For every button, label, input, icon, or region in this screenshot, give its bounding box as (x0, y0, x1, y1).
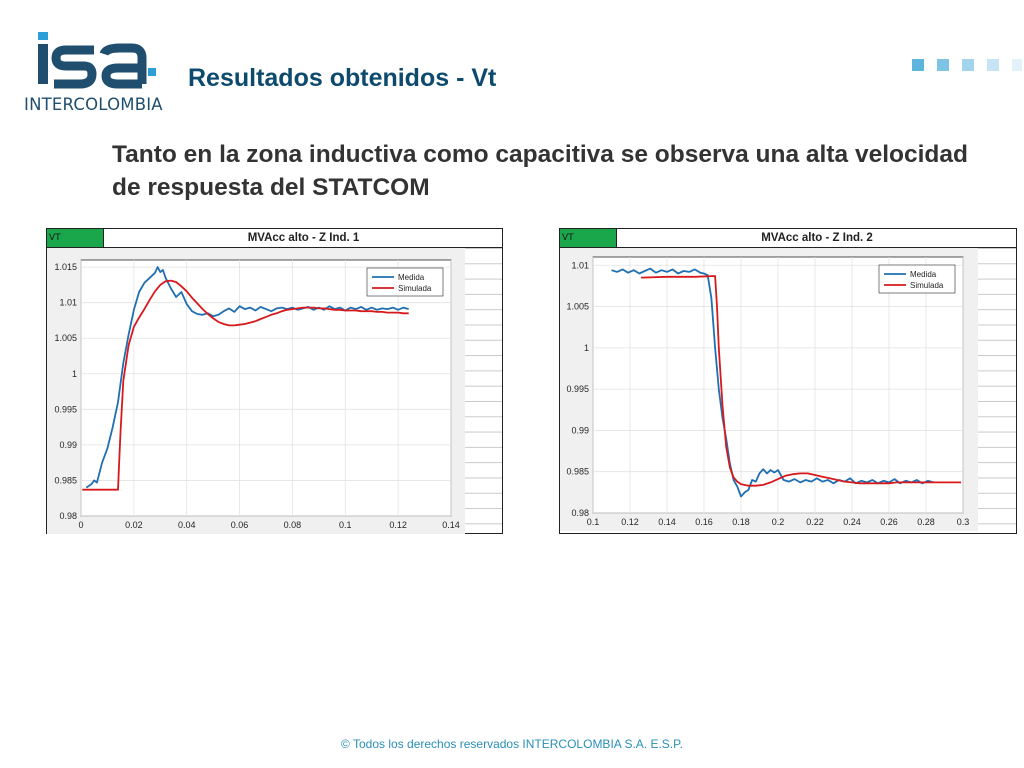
isa-logo (38, 32, 156, 89)
y-tick-label: 1.01 (59, 298, 77, 308)
panel-title: MVAcc alto - Z Ind. 2 (761, 232, 873, 244)
x-tick-label: 0.3 (957, 517, 970, 527)
y-tick-label: 1.01 (571, 260, 589, 270)
series-line-medida (611, 267, 934, 498)
y-tick-label: 1 (584, 343, 589, 353)
headline: Tanto en la zona inductiva como capaciti… (112, 141, 968, 201)
x-tick-label: 0.18 (732, 517, 750, 527)
legend-box (878, 264, 956, 294)
footer-copyright: © Todos los derechos reservados INTERCOL… (341, 737, 683, 751)
x-tick-label: 0.08 (284, 520, 302, 530)
y-tick-label: 0.985 (54, 475, 77, 485)
legend-label: Simulada (398, 284, 432, 293)
deco-square (987, 59, 999, 71)
x-tick-label: 0.12 (389, 520, 407, 530)
y-tick-label: 0.995 (54, 404, 77, 414)
panel-tag: VT (47, 229, 104, 247)
chart-panel-2: VT MVAcc alto - Z Ind. 2 0.1 0.12 0.14 0.16… (559, 228, 1017, 534)
slide-title: Resultados obtenidos - Vt (188, 64, 497, 92)
y-tick-label: 0.995 (566, 384, 589, 394)
y-tick-label: 1.015 (54, 262, 77, 272)
x-tick-label: 0.28 (917, 517, 935, 527)
y-tick-label: 0.985 (566, 467, 589, 477)
x-tick-label: 0.22 (806, 517, 824, 527)
x-tick-label: 0.1 (587, 517, 600, 527)
panel-header: VT MVAcc alto - Z Ind. 1 (47, 229, 502, 248)
panel-header: VT MVAcc alto - Z Ind. 2 (560, 229, 1016, 248)
x-tick-label: 0.02 (125, 520, 143, 530)
series-line-simulada (82, 279, 409, 491)
x-tick-label: 0.16 (695, 517, 713, 527)
x-tick-label: 0.14 (658, 517, 676, 527)
x-tick-label: 0.1 (339, 520, 352, 530)
series-line-simulada (641, 275, 962, 487)
x-tick-label: 0.12 (621, 517, 639, 527)
logo-subtitle: INTERCOLOMBIA (24, 95, 163, 114)
legend-box (366, 267, 444, 297)
y-tick-label: 1 (72, 369, 77, 379)
chart-panel-1: VT MVAcc alto - Z Ind. 1 0 0.02 0.04 0.06 0.… (46, 228, 503, 534)
deco-square (962, 59, 974, 71)
legend-label: Medida (910, 270, 937, 279)
line-chart-2: 0.1 0.12 0.14 0.16 0.18 0.2 0.22 0.24 0.26 0.28 0.… (560, 248, 978, 531)
legend-label: Simulada (910, 281, 944, 290)
x-tick-label: 0.06 (231, 520, 249, 530)
x-tick-label: 0.2 (772, 517, 785, 527)
y-tick-label: 0.98 (59, 511, 77, 521)
y-tick-label: 1.005 (566, 302, 589, 312)
y-tick-label: 1.005 (54, 333, 77, 343)
series-line-medida (85, 266, 409, 489)
line-chart-1: 0 0.02 0.04 0.06 0.08 0.1 0.12 0.14 0.98 0.985 0.9… (47, 248, 465, 534)
legend-label: Medida (398, 273, 425, 282)
x-tick-label: 0.14 (442, 520, 460, 530)
deco-square (912, 59, 924, 71)
y-tick-label: 0.98 (571, 508, 589, 518)
x-tick-label: 0.24 (843, 517, 861, 527)
x-tick-label: 0.26 (880, 517, 898, 527)
y-tick-label: 0.99 (59, 440, 77, 450)
panel-title: MVAcc alto - Z Ind. 1 (247, 232, 360, 244)
deco-square (1012, 59, 1022, 71)
deco-square (937, 59, 949, 71)
panel-tag: VT (560, 229, 617, 247)
x-tick-label: 0.04 (178, 520, 196, 530)
x-tick-label: 0 (78, 520, 83, 530)
y-tick-label: 0.99 (571, 425, 589, 435)
